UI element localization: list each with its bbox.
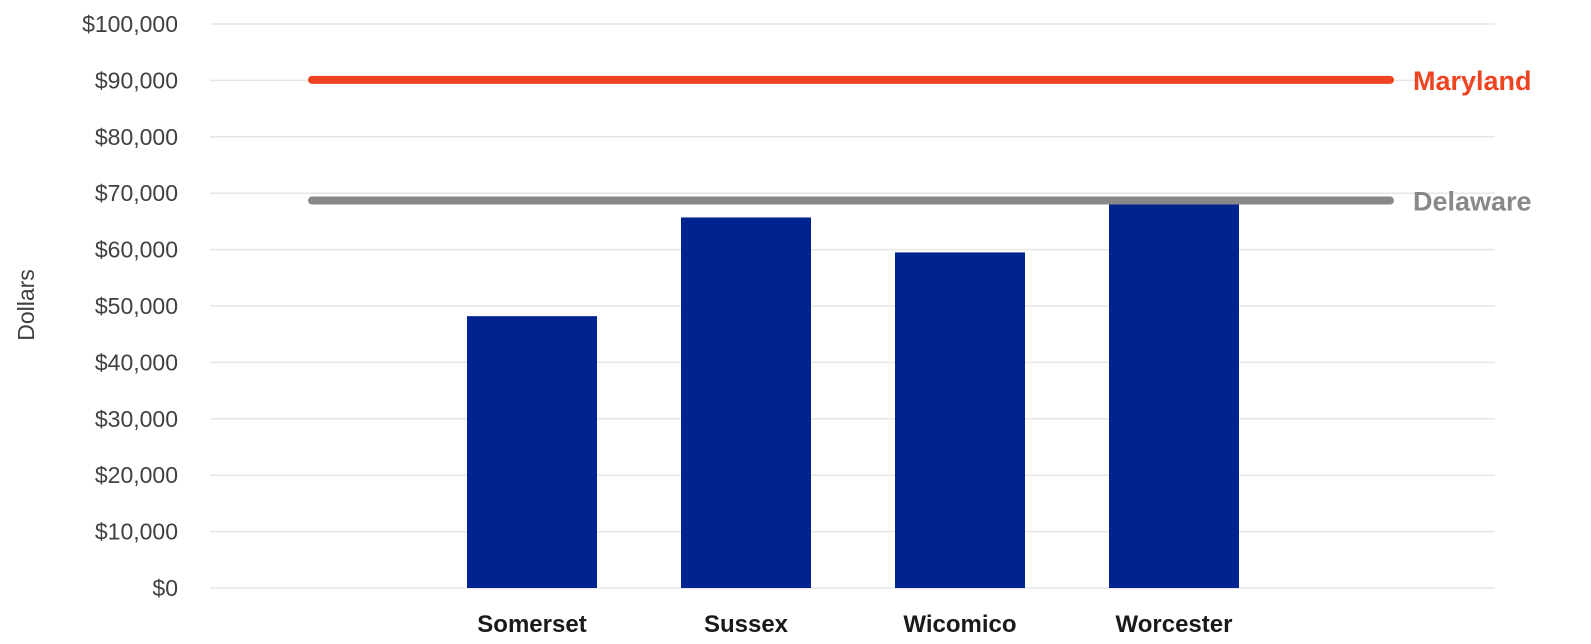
y-tick-label: $70,000: [95, 180, 178, 206]
y-tick-label: $80,000: [95, 124, 178, 150]
y-tick-label: $40,000: [95, 349, 178, 375]
y-tick-label: $100,000: [82, 11, 178, 37]
bar-sussex: [681, 217, 811, 588]
y-tick-label: $20,000: [95, 462, 178, 488]
gridlines: [210, 23, 1495, 589]
y-tick-label: $30,000: [95, 406, 178, 432]
bar-wicomico: [895, 252, 1025, 589]
y-tick-label: $10,000: [95, 519, 178, 545]
reference-label-delaware: Delaware: [1413, 187, 1532, 217]
x-category-label: Worcester: [1116, 611, 1233, 638]
y-tick-label: $50,000: [95, 293, 178, 319]
bar-somerset: [467, 316, 597, 588]
y-tick-label: $90,000: [95, 67, 178, 93]
x-axis-labels: Somerset Sussex Wicomico Worcester: [477, 611, 1232, 638]
x-category-label: Somerset: [477, 611, 586, 638]
reference-lines: Maryland Delaware: [308, 66, 1532, 217]
y-tick-label: $0: [152, 575, 178, 601]
bars: [467, 203, 1239, 589]
x-category-label: Sussex: [704, 611, 789, 638]
y-tick-label: $60,000: [95, 237, 178, 263]
y-axis-ticks: $0 $10,000 $20,000 $30,000 $40,000 $50,000 $60…: [82, 11, 178, 601]
x-category-label: Wicomico: [903, 611, 1016, 638]
reference-label-maryland: Maryland: [1413, 66, 1532, 96]
y-axis-title: Dollars: [13, 269, 39, 341]
bar-worcester: [1109, 203, 1239, 589]
